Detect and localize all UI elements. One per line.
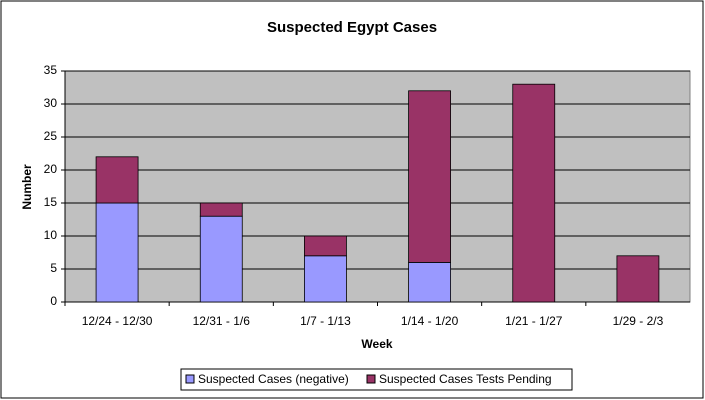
y-tick-label: 10 bbox=[44, 228, 58, 242]
legend-label: Suspected Cases (negative) bbox=[198, 372, 349, 386]
x-tick-label: 12/24 - 12/30 bbox=[82, 314, 153, 328]
bar-segment bbox=[304, 255, 347, 303]
y-tick-label: 20 bbox=[44, 162, 58, 176]
y-tick-label: 30 bbox=[44, 96, 58, 110]
y-tick-label: 25 bbox=[44, 129, 58, 143]
y-tick-label: 5 bbox=[50, 261, 57, 275]
y-tick-label: 0 bbox=[50, 294, 57, 308]
bar-segment bbox=[408, 90, 451, 263]
legend-swatch bbox=[185, 374, 195, 384]
bar-segment bbox=[304, 235, 347, 257]
legend-swatch bbox=[366, 374, 376, 384]
x-tick-label: 1/29 - 2/3 bbox=[613, 314, 664, 328]
bar-segment bbox=[512, 83, 556, 303]
legend-label: Suspected Cases Tests Pending bbox=[379, 372, 552, 386]
bar-segment bbox=[95, 202, 139, 303]
x-tick-label: 1/14 - 1/20 bbox=[401, 314, 459, 328]
x-tick-label: 1/7 - 1/13 bbox=[300, 314, 351, 328]
bar-segment bbox=[95, 156, 139, 204]
x-tick-label: 1/21 - 1/27 bbox=[505, 314, 563, 328]
x-tick-label: 12/31 - 1/6 bbox=[193, 314, 251, 328]
legend-box bbox=[180, 368, 573, 391]
chart-title: Suspected Egypt Cases bbox=[267, 19, 437, 36]
bar-segment bbox=[408, 261, 451, 303]
x-axis-label: Week bbox=[361, 337, 392, 351]
bar-segment bbox=[616, 255, 660, 303]
plot-area bbox=[64, 70, 691, 303]
y-tick-label: 15 bbox=[44, 195, 58, 209]
y-tick-label: 35 bbox=[44, 63, 58, 77]
bar-segment bbox=[199, 202, 243, 217]
y-axis-label: Number bbox=[20, 164, 34, 210]
bar-segment bbox=[199, 215, 243, 303]
